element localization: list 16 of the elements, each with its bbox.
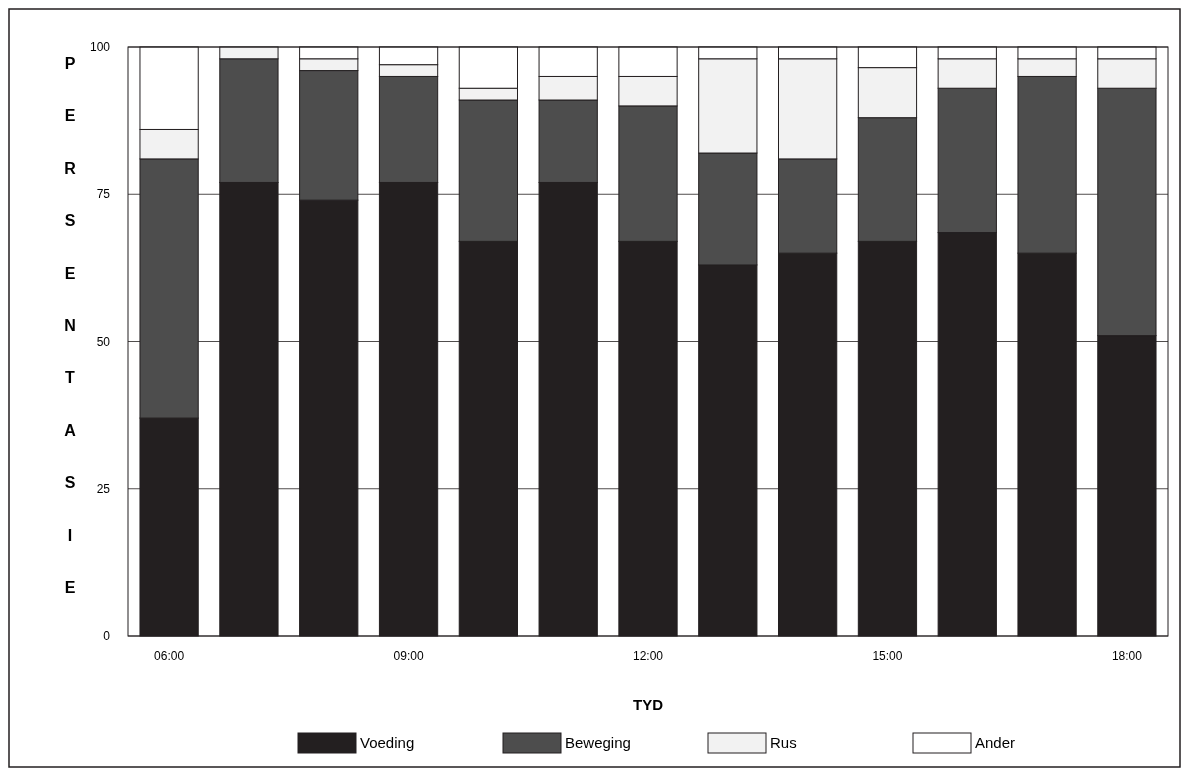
x-tick-label: 09:00 — [393, 649, 424, 663]
legend-label: Beweging — [565, 734, 631, 752]
legend-label: Voeding — [360, 734, 415, 752]
y-tick-label: 0 — [103, 629, 111, 644]
x-axis-title: TYD — [633, 696, 664, 713]
y-tick-label: 50 — [96, 334, 111, 349]
x-tick-label: 15:00 — [872, 649, 903, 663]
x-tick-label: 06:00 — [154, 649, 185, 663]
legend-label: Ander — [975, 734, 1016, 752]
x-tick-label: 18:00 — [1111, 649, 1143, 663]
y-tick-label: 100 — [89, 40, 111, 55]
legend-label: Rus — [770, 734, 797, 752]
y-tick-label: 75 — [96, 187, 111, 202]
y-tick-label: 25 — [96, 481, 111, 496]
x-tick-label: 12:00 — [632, 649, 664, 663]
text: PERSENTASIE — [64, 55, 76, 596]
